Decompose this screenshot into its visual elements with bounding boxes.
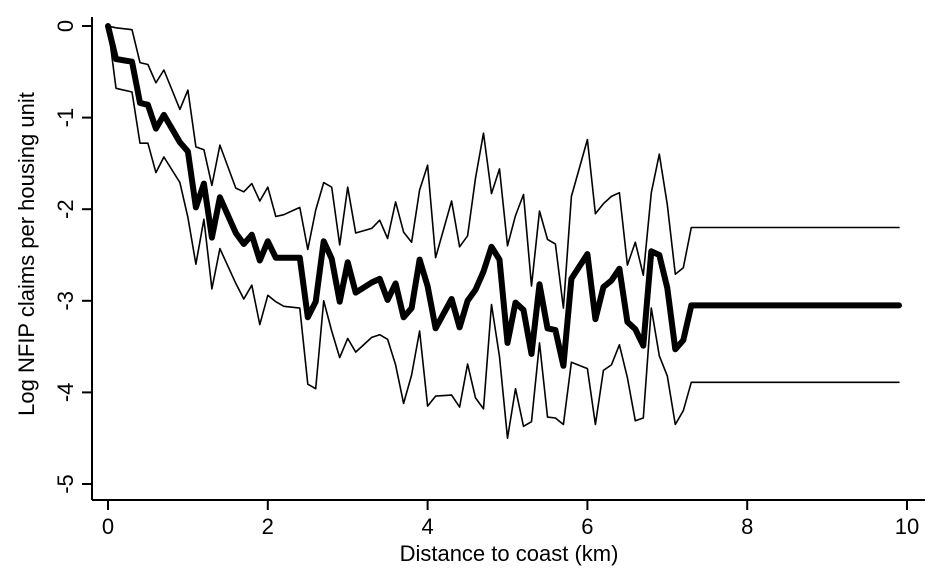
y-tick-label: -4 — [53, 383, 78, 403]
y-tick-label: -1 — [53, 108, 78, 128]
x-tick-label: 6 — [581, 514, 593, 539]
y-axis-title: Log NFIP claims per housing unit — [14, 92, 39, 416]
axes — [91, 17, 925, 501]
y-tick-label: -5 — [53, 474, 78, 494]
x-tick-label: 8 — [741, 514, 753, 539]
y-ticks: 0 -1 -2 -3 -4 -5 — [53, 20, 92, 494]
x-tick-label: 2 — [262, 514, 274, 539]
y-tick-label: 0 — [53, 20, 78, 32]
x-ticks: 0 2 4 6 8 10 — [102, 500, 919, 539]
series-layer — [105, 23, 902, 440]
y-tick-label: -3 — [53, 291, 78, 311]
x-tick-label: 0 — [102, 514, 114, 539]
y-tick-label: -2 — [53, 199, 78, 219]
lower-bound-line — [107, 25, 900, 440]
x-tick-label: 10 — [895, 514, 919, 539]
upper-bound-line — [107, 25, 900, 309]
estimate-line — [105, 23, 902, 369]
x-tick-label: 4 — [421, 514, 433, 539]
x-axis-title: Distance to coast (km) — [400, 541, 619, 566]
